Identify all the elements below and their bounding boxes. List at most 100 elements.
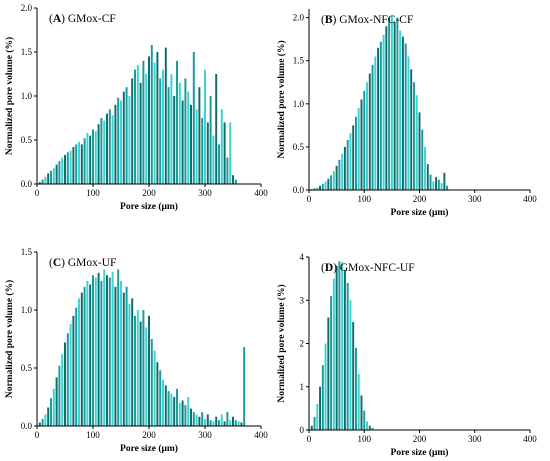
bar	[164, 47, 167, 184]
bar	[83, 286, 86, 426]
bar	[352, 321, 355, 431]
bar	[346, 140, 349, 190]
y-axis-label: Normalized pore volume (%)	[4, 37, 15, 155]
bar	[100, 281, 103, 426]
y-tick-label: 1.5	[293, 56, 305, 66]
x-tick-label: 0	[307, 194, 312, 204]
bar	[80, 144, 83, 184]
x-tick-label: 400	[254, 430, 268, 440]
bar	[41, 419, 44, 426]
bar	[111, 271, 114, 426]
bar	[335, 265, 338, 430]
bar	[190, 408, 192, 426]
bar	[327, 178, 330, 190]
bar	[371, 65, 374, 190]
bar	[190, 104, 192, 184]
bar	[97, 272, 100, 426]
bar	[128, 96, 131, 184]
bar	[198, 87, 201, 184]
bar	[366, 82, 368, 190]
bar	[424, 146, 426, 190]
bar	[377, 47, 380, 190]
bar	[86, 132, 89, 184]
bar	[371, 427, 374, 430]
bar	[167, 391, 170, 426]
bar	[435, 177, 438, 190]
bar	[206, 122, 209, 184]
bar	[44, 176, 47, 184]
bar	[164, 385, 167, 426]
bar	[103, 120, 106, 184]
bar	[313, 417, 316, 430]
bar	[38, 422, 41, 426]
bar	[316, 187, 319, 190]
bar	[148, 315, 150, 426]
y-tick-label: 1	[300, 382, 305, 392]
bar	[114, 104, 117, 184]
bar	[108, 109, 111, 184]
bar	[86, 281, 89, 426]
bar	[355, 116, 357, 190]
bar	[117, 97, 120, 184]
bar	[374, 56, 377, 191]
y-tick-label: 0.5	[293, 142, 305, 152]
bar	[220, 109, 223, 184]
y-tick-label: 0	[300, 425, 305, 435]
x-tick-label: 200	[413, 194, 427, 204]
x-tick-label: 100	[86, 430, 100, 440]
bar	[332, 171, 335, 190]
bar	[343, 146, 346, 190]
bar	[75, 307, 78, 426]
y-tick-label: 1.5	[21, 47, 33, 57]
bar	[201, 118, 204, 184]
y-tick-label: 0.0	[21, 421, 33, 431]
bar	[61, 157, 64, 184]
bar	[330, 175, 333, 190]
bar	[357, 373, 360, 430]
x-tick-label: 0	[307, 434, 312, 444]
bar	[429, 174, 432, 190]
x-tick-label: 300	[198, 188, 212, 198]
bar	[366, 421, 368, 430]
x-axis-label: Pore size (μm)	[120, 443, 178, 454]
bar	[128, 304, 131, 426]
bar	[404, 43, 407, 191]
bar	[92, 275, 94, 426]
bar	[170, 393, 173, 426]
bar	[167, 87, 170, 184]
bar	[176, 388, 178, 426]
bar	[83, 138, 86, 184]
x-tick-label: 100	[358, 194, 372, 204]
bar	[125, 286, 128, 426]
bar	[399, 30, 402, 190]
bar	[220, 414, 223, 426]
bar	[134, 315, 136, 426]
x-tick-label: 200	[142, 188, 156, 198]
y-axis-label: Normalized pore volume (%)	[276, 284, 287, 402]
bar	[232, 416, 234, 426]
bar	[390, 15, 393, 191]
bar	[218, 144, 220, 184]
bar	[52, 168, 55, 184]
bar	[446, 185, 449, 190]
bar	[415, 95, 418, 190]
bar	[173, 96, 176, 184]
bar	[229, 420, 232, 426]
bar	[178, 402, 181, 426]
bar	[396, 17, 399, 191]
bar	[69, 323, 72, 426]
bar	[223, 122, 226, 184]
bar	[385, 26, 388, 190]
x-tick-label: 400	[523, 434, 537, 444]
bar	[206, 414, 209, 426]
bar	[352, 125, 355, 190]
bar	[215, 416, 218, 426]
bar	[148, 56, 150, 184]
bar	[134, 69, 136, 184]
bar	[319, 185, 322, 190]
bar	[162, 69, 164, 184]
panel-title: (C) GMox-UF	[49, 257, 116, 269]
bar	[142, 60, 145, 184]
bar	[47, 173, 50, 184]
